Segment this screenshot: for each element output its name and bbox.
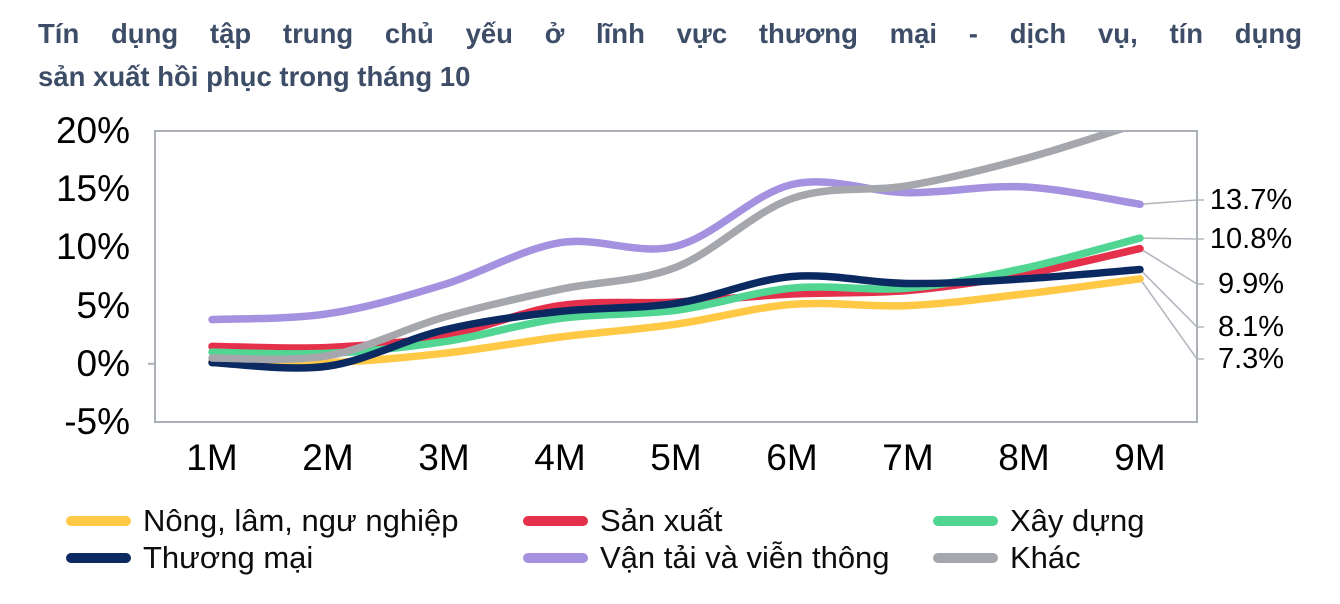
legend-label: Sản xuất (600, 503, 723, 538)
legend-item: Xây dựng (933, 503, 1145, 539)
legend-label: Nông, lâm, ngư nghiệp (143, 503, 459, 538)
x-axis-tick-label: 4M (534, 437, 586, 478)
end-value-label: 7.3% (1217, 343, 1285, 375)
chart-title: Tín dụng tập trung chủ yếu ở lĩnh vực th… (38, 12, 1302, 98)
legend-item: Vận tải và viễn thông (523, 540, 890, 576)
x-axis-tick-label: 7M (882, 437, 934, 478)
y-axis-tick-label: 15% (55, 168, 130, 210)
legend-item: Sản xuất (523, 503, 722, 539)
legend-label: Vận tải và viễn thông (600, 540, 890, 575)
x-axis-tick-label: 8M (998, 437, 1050, 478)
legend-label: Thương mại (143, 540, 314, 575)
leader-line (1139, 268, 1204, 328)
legend-swatch-icon (933, 553, 998, 563)
end-value-label: 10.8% (1209, 223, 1293, 255)
legend-item: Nông, lâm, ngư nghiệp (66, 503, 458, 539)
legend-item: Thương mại (66, 540, 313, 576)
x-axis-tick-label: 5M (650, 437, 702, 478)
leader-line (1139, 278, 1204, 360)
legend-swatch-icon (523, 553, 588, 563)
legend-swatch-icon (933, 516, 998, 526)
series-lines (208, 131, 1144, 372)
x-axis-tick-label: 9M (1114, 437, 1166, 478)
y-axis-tick-label: -5% (64, 401, 130, 442)
leader-line (1139, 237, 1204, 240)
x-axis-tick-label: 1M (186, 437, 238, 478)
series-line (208, 178, 1144, 324)
x-axis-tick-label: 6M (766, 437, 818, 478)
chart-title-line-2: sản xuất hồi phục trong tháng 10 (38, 61, 471, 92)
series-line (208, 234, 1144, 358)
x-axis-tick-label: 2M (302, 437, 354, 478)
series-line (208, 131, 1127, 364)
legend-swatch-icon (66, 516, 131, 526)
y-axis-tick-label: 10% (55, 226, 130, 268)
y-axis-tick-label: 5% (76, 284, 130, 326)
leader-line (1139, 199, 1204, 206)
series-line (208, 265, 1144, 372)
y-axis-tick-label: 0% (76, 342, 130, 384)
end-value-label: 9.9% (1217, 268, 1285, 300)
legend-label: Khác (1010, 540, 1081, 575)
end-value-label: 13.7% (1209, 184, 1293, 216)
plot-border (154, 130, 1198, 423)
legend-swatch-icon (523, 516, 588, 526)
legend-item: Khác (933, 540, 1081, 576)
y-axis-tick-label: 20% (55, 110, 130, 151)
legend-swatch-icon (66, 553, 131, 563)
legend-label: Xây dựng (1010, 503, 1145, 538)
end-value-label: 8.1% (1217, 311, 1285, 343)
chart-title-line-1: Tín dụng tập trung chủ yếu ở lĩnh vực th… (38, 18, 1302, 49)
x-axis-tick-label: 3M (418, 437, 470, 478)
